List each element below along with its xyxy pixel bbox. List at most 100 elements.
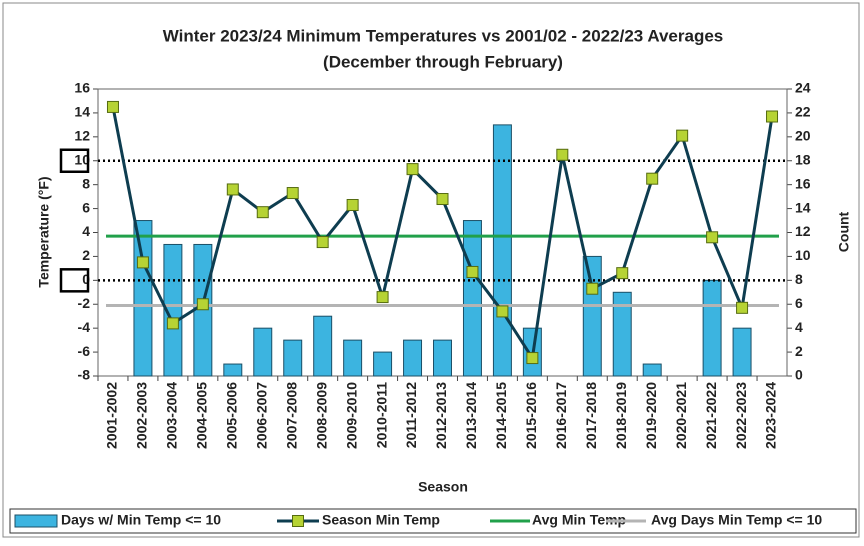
chart-title: Winter 2023/24 Minimum Temperatures vs 2… [163,26,724,45]
marker [766,110,779,123]
x-tick-label: 2018-2019 [613,382,629,449]
legend-label: Avg Days Min Temp <= 10 [651,512,822,528]
x-tick-label: 2010-2011 [373,382,389,448]
bar [642,363,662,377]
marker [106,100,119,113]
y2-tick-label: 8 [795,271,803,287]
x-tick-label: 2001-2002 [104,382,120,449]
y-tick-label: -4 [78,319,91,335]
bar [313,315,333,377]
y2-tick-label: 18 [795,151,811,167]
x-tick-label: 2016-2017 [553,382,569,449]
chart-subtitle: (December through February) [323,52,563,71]
y2-tick-label: 6 [795,295,803,311]
marker [136,256,149,269]
y2-tick-label: 12 [795,223,811,239]
bar [582,255,602,377]
y2-tick-label: 0 [795,367,803,383]
x-tick-label: 2013-2014 [463,382,479,449]
y-tick-label: -8 [78,367,91,383]
marker [676,129,689,142]
marker [406,163,419,176]
y-tick-label: -2 [78,295,91,311]
marker [256,206,269,219]
x-tick-label: 2020-2021 [673,382,689,449]
x-tick-label: 2007-2008 [283,382,299,449]
marker [166,317,179,330]
x-tick-label: 2005-2006 [224,382,240,449]
y2-tick-label: 10 [795,247,811,263]
marker [196,298,209,311]
x-tick-label: 2002-2003 [134,382,150,449]
y2-tick-label: 20 [795,128,811,144]
bar [283,339,303,377]
bar [612,291,632,377]
x-tick-label: 2015-2016 [523,382,539,449]
y-axis-label: Temperature (°F) [36,176,52,287]
y2-tick-label: 22 [795,104,811,120]
legend-label: Avg Min Temp [532,512,626,528]
y2-tick-label: 14 [795,199,811,215]
x-tick-label: 2006-2007 [253,382,269,449]
bar [462,220,482,377]
x-tick-label: 2017-2018 [583,382,599,449]
marker [526,352,539,365]
bar [253,327,273,377]
x-tick-label: 2004-2005 [194,382,210,449]
y-tick-label: 16 [74,80,90,96]
chart-border [2,2,860,538]
marker [556,148,569,161]
bar [163,243,183,377]
bar [373,351,393,377]
x-axis-label: Season [418,479,468,495]
y2-tick-label: 24 [795,80,811,96]
y-tick-label: 10 [74,151,90,167]
legend-swatch [292,515,304,527]
marker [586,282,599,295]
y-tick-label: -6 [78,343,91,359]
x-tick-label: 2012-2013 [433,382,449,449]
bar [732,327,752,377]
y2-axis-label: Count [836,211,852,252]
y-tick-label: 8 [82,175,90,191]
marker [616,267,629,280]
x-tick-label: 2014-2015 [493,382,509,449]
x-tick-label: 2003-2004 [164,382,180,449]
y-tick-label: 6 [82,199,90,215]
marker [436,193,449,206]
marker [316,236,329,249]
marker [496,305,509,318]
tick-highlight-box [59,268,90,293]
bar [702,279,722,377]
y-tick-label: 0 [82,271,90,287]
y2-tick-label: 2 [795,343,803,359]
y-tick-label: 12 [74,128,90,144]
y-tick-label: 14 [74,104,90,120]
y-tick-label: 2 [82,247,90,263]
bar [403,339,423,377]
marker [646,172,659,185]
x-tick-label: 2019-2020 [643,382,659,449]
y2-tick-label: 16 [795,175,811,191]
y2-tick-label: 4 [795,319,803,335]
x-tick-label: 2023-2024 [763,382,779,449]
legend-label: Season Min Temp [322,512,440,528]
tick-highlight-box [59,148,90,173]
marker [736,301,749,314]
marker [286,187,299,200]
x-tick-label: 2011-2012 [403,382,419,448]
y-tick-label: 4 [82,223,90,239]
marker [226,183,239,196]
x-tick-label: 2009-2010 [343,382,359,449]
marker [346,198,359,211]
legend-label: Days w/ Min Temp <= 10 [61,512,221,528]
bar [433,339,452,377]
legend-border [9,508,857,534]
bar [492,124,512,377]
bar [133,220,153,377]
x-tick-label: 2008-2009 [313,382,329,449]
marker [706,231,719,244]
x-tick-label: 2021-2022 [703,382,719,449]
marker [466,265,479,278]
